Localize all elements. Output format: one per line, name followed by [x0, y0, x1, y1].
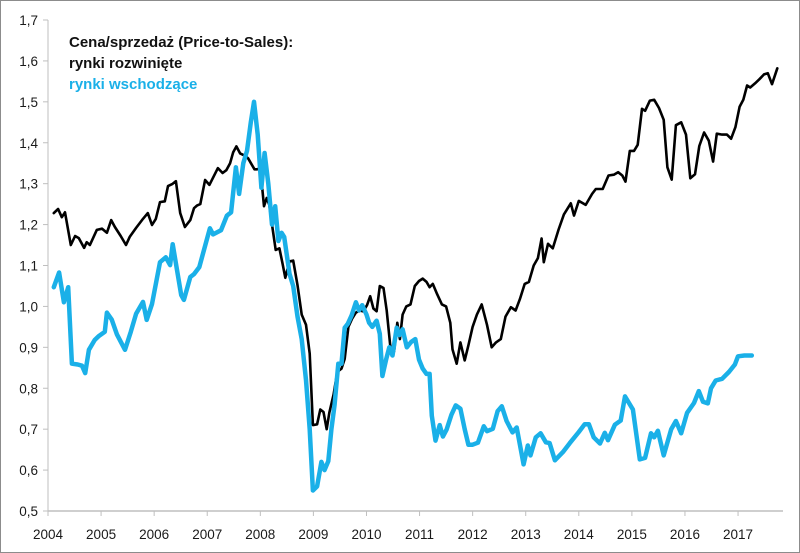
legend-entry-emerging: rynki wschodzące: [69, 76, 197, 93]
y-tick-label: 1,6: [19, 54, 38, 69]
y-tick-label: 1,1: [19, 259, 38, 274]
x-tick-label: 2009: [298, 527, 328, 542]
x-tick-label: 2015: [617, 527, 647, 542]
series-line-developed: [52, 67, 779, 431]
x-tick-label: 2013: [511, 527, 541, 542]
series-lines: [51, 67, 779, 493]
y-tick-label: 0,7: [19, 422, 38, 437]
y-tick-label: 1,2: [19, 218, 38, 233]
y-tick-label: 1,5: [19, 95, 38, 110]
x-tick-label: 2014: [564, 527, 595, 542]
legend: Cena/sprzedaż (Price-to-Sales): rynki ro…: [69, 34, 293, 93]
x-tick-label: 2012: [458, 527, 488, 542]
x-tick-label: 2010: [351, 527, 381, 542]
y-tick-label: 0,9: [19, 340, 38, 355]
x-tick-label: 2006: [139, 527, 169, 542]
x-tick-label: 2008: [245, 527, 275, 542]
y-tick-label: 0,6: [19, 463, 38, 478]
x-tick-label: 2005: [86, 527, 116, 542]
x-axis-ticks: 2004 2005 2006 2007 2008 2009 2010 2011 2012 2013…: [33, 511, 753, 542]
x-tick-label: 2011: [405, 527, 434, 542]
x-tick-label: 2007: [192, 527, 222, 542]
y-tick-label: 1,7: [19, 13, 38, 28]
y-tick-label: 0,8: [19, 381, 38, 396]
chart-title: Cena/sprzedaż (Price-to-Sales):: [69, 34, 293, 51]
y-tick-label: 1,0: [19, 299, 38, 314]
y-tick-label: 1,3: [19, 177, 38, 192]
x-tick-label: 2017: [723, 527, 753, 542]
y-tick-label: 0,5: [19, 504, 38, 519]
y-tick-label: 1,4: [19, 136, 38, 151]
legend-entry-developed: rynki rozwinięte: [69, 55, 182, 72]
x-tick-label: 2004: [33, 527, 64, 542]
y-axis-ticks: 0,5 0,6 0,7 0,8 0,9 1,0 1,1 1,2 1,3 1,4 1,5 1,6 1,7: [19, 13, 48, 519]
series-line-emerging: [51, 99, 755, 493]
x-tick-label: 2016: [670, 527, 700, 542]
